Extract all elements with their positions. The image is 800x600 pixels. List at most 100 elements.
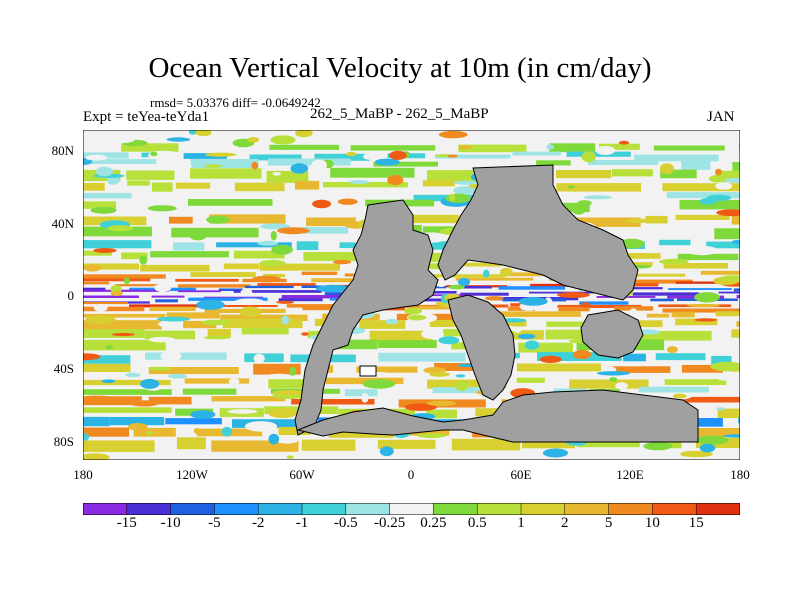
velocity-speckle-blob [455, 374, 466, 378]
velocity-band-segment [83, 183, 105, 191]
velocity-band-segment [151, 182, 173, 192]
velocity-band-segment [682, 396, 740, 403]
velocity-speckle-blob [201, 319, 231, 326]
velocity-band-segment [234, 250, 285, 259]
velocity-speckle-blob [190, 410, 216, 419]
velocity-band-segment [517, 363, 601, 372]
velocity-band-segment [83, 152, 129, 159]
velocity-speckle-blob [400, 388, 433, 395]
velocity-speckle-blob [333, 259, 352, 265]
velocity-speckle-blob [416, 433, 447, 438]
velocity-band-segment [192, 144, 260, 154]
velocity-band-segment [278, 298, 323, 302]
velocity-speckle-blob [206, 215, 230, 224]
velocity-speckle-blob [276, 227, 310, 235]
velocity-speckle-blob [247, 137, 260, 143]
velocity-band-segment [262, 273, 285, 278]
velocity-speckle-blob [257, 240, 279, 246]
velocity-band-segment [576, 228, 657, 237]
velocity-band-segment [325, 377, 404, 385]
velocity-band-segment [714, 228, 740, 240]
velocity-band-segment [83, 302, 128, 305]
velocity-band-segment [209, 214, 286, 224]
lat-label-40n: 40N [51, 216, 74, 231]
velocity-speckle-blob [270, 230, 277, 241]
velocity-speckle-blob [204, 164, 223, 168]
velocity-band-segment [211, 396, 286, 402]
velocity-band-segment [599, 143, 640, 150]
map-panel [83, 130, 740, 460]
velocity-band-segment [632, 292, 700, 296]
velocity-speckle-blob [581, 302, 591, 308]
velocity-band-segment [184, 378, 250, 384]
velocity-speckle-blob [271, 244, 293, 255]
velocity-speckle-blob [101, 379, 116, 383]
velocity-band-segment [612, 169, 653, 177]
velocity-band-segment [646, 313, 670, 318]
velocity-band-segment [83, 289, 169, 292]
velocity-speckle-blob [499, 267, 513, 277]
land-antarctica [296, 389, 699, 443]
month-label: JAN [707, 109, 735, 125]
velocity-band-segment [606, 366, 671, 373]
velocity-speckle-blob [715, 168, 722, 176]
velocity-band-segment [268, 379, 308, 389]
velocity-band-segment [176, 437, 206, 450]
velocity-band-segment [109, 417, 165, 426]
velocity-speckle-blob [111, 134, 136, 143]
velocity-speckle-blob [577, 200, 592, 207]
velocity-speckle-blob [717, 377, 740, 381]
velocity-band-segment [664, 379, 727, 385]
colorbar-swatch [652, 503, 697, 515]
velocity-speckle-blob [160, 351, 182, 362]
velocity-speckle-blob [251, 275, 282, 283]
velocity-band-segment [178, 284, 251, 288]
velocity-band-segment [133, 427, 176, 437]
velocity-band-segment [83, 201, 117, 209]
velocity-speckle-blob [448, 284, 465, 290]
velocity-band-segment [588, 160, 659, 165]
velocity-speckle-blob [301, 332, 309, 336]
velocity-band-segment [645, 215, 668, 224]
velocity-speckle-blob [154, 283, 172, 293]
stats-text: rmsd= 5.03376 diff= -0.0649242 [150, 95, 321, 110]
velocity-speckle-blob [286, 455, 294, 460]
velocity-band-segment [576, 440, 640, 448]
velocity-band-segment [182, 388, 237, 395]
velocity-band-segment [500, 311, 581, 317]
velocity-band-segment [273, 202, 342, 210]
velocity-band-segment [165, 418, 222, 425]
velocity-band-segment [426, 170, 486, 182]
velocity-band-segment [653, 145, 725, 151]
velocity-speckle-blob [596, 371, 631, 376]
velocity-speckle-blob [83, 453, 110, 460]
velocity-band-segment [569, 379, 649, 389]
velocity-band-segment [257, 283, 316, 286]
velocity-band-segment [214, 305, 278, 307]
land-africa [447, 294, 516, 401]
velocity-band-segment [498, 286, 566, 290]
colorbar-label: -15 [116, 515, 137, 531]
velocity-speckle-blob [672, 393, 687, 399]
velocity-band-segment [83, 355, 131, 364]
velocity-speckle-blob [539, 355, 562, 363]
velocity-speckle-blob [205, 152, 237, 157]
velocity-speckle-blob [240, 289, 253, 295]
velocity-speckle-blob [295, 130, 313, 138]
velocity-band-segment [83, 295, 139, 298]
velocity-band-segment [175, 182, 211, 189]
velocity-band-segment [207, 328, 231, 338]
velocity-band-segment [435, 154, 511, 159]
velocity-speckle-blob [362, 379, 396, 389]
velocity-band-segment [83, 389, 172, 395]
velocity-speckle-blob [158, 321, 173, 327]
velocity-speckle-blob [716, 209, 740, 217]
velocity-speckle-blob [557, 292, 590, 298]
velocity-band-segment [554, 217, 641, 227]
velocity-speckle-blob [643, 442, 673, 451]
velocity-speckle-blob [311, 159, 327, 171]
velocity-speckle-blob [195, 452, 216, 459]
velocity-speckle-blob [542, 448, 569, 458]
velocity-band-segment [281, 295, 360, 299]
velocity-speckle-blob [129, 400, 159, 407]
